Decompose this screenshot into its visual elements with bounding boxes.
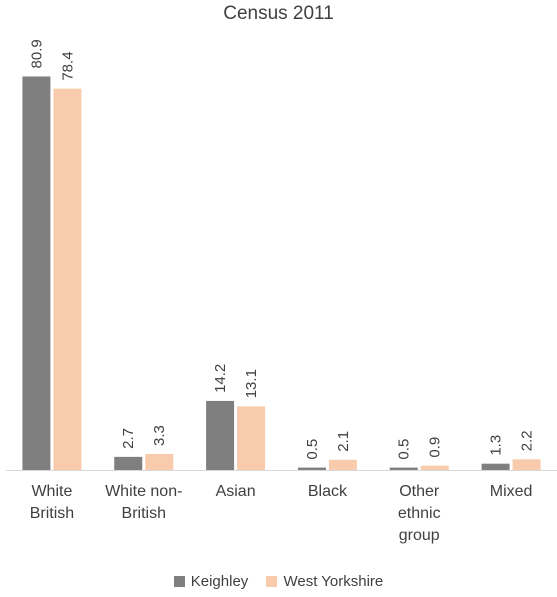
bar-west-yorkshire-4 bbox=[420, 465, 449, 470]
bar-west-yorkshire-3 bbox=[328, 459, 357, 470]
bar-west-yorkshire-1 bbox=[145, 453, 174, 470]
bar-west-yorkshire-0 bbox=[53, 88, 82, 470]
data-label-keighley-5: 1.3 bbox=[488, 435, 505, 456]
x-tick-label-4: Other ethnic group bbox=[398, 483, 441, 544]
legend-label-keighley: Keighley bbox=[190, 573, 249, 590]
bar-keighley-1 bbox=[114, 456, 143, 470]
legend-swatch-keighley bbox=[173, 576, 185, 587]
x-tick-label-3: Black bbox=[308, 483, 348, 500]
data-label-west-yorkshire-5: 2.2 bbox=[519, 430, 536, 451]
bar-keighley-3 bbox=[297, 467, 326, 470]
data-label-west-yorkshire-3: 2.1 bbox=[335, 431, 352, 452]
bar-keighley-0 bbox=[22, 76, 51, 470]
data-label-west-yorkshire-2: 13.1 bbox=[243, 369, 260, 398]
legend-item-west-yorkshire: West Yorkshire bbox=[266, 573, 383, 590]
legend-item-keighley: Keighley bbox=[173, 573, 249, 590]
legend-label-west-yorkshire: West Yorkshire bbox=[283, 573, 384, 590]
x-tick-label-5: Mixed bbox=[490, 483, 533, 500]
x-tick-label-1: White non-British bbox=[105, 483, 182, 522]
data-label-keighley-2: 14.2 bbox=[212, 364, 229, 393]
bar-keighley-5 bbox=[481, 463, 510, 470]
legend: Keighley West Yorkshire bbox=[0, 573, 557, 591]
legend-swatch-west-yorkshire bbox=[266, 576, 278, 587]
data-label-keighley-1: 2.7 bbox=[120, 428, 137, 449]
data-label-west-yorkshire-1: 3.3 bbox=[151, 425, 168, 446]
bar-keighley-2 bbox=[206, 400, 235, 470]
x-tick-label-0: White British bbox=[30, 483, 74, 522]
bar-keighley-4 bbox=[389, 467, 418, 470]
data-label-keighley-4: 0.5 bbox=[396, 439, 413, 460]
bar-west-yorkshire-5 bbox=[512, 459, 541, 470]
data-label-keighley-0: 80.9 bbox=[28, 39, 45, 68]
bar-west-yorkshire-2 bbox=[237, 406, 266, 470]
data-label-west-yorkshire-4: 0.9 bbox=[427, 437, 444, 458]
data-label-keighley-3: 0.5 bbox=[304, 439, 321, 460]
data-label-west-yorkshire-0: 78.4 bbox=[59, 51, 76, 80]
x-tick-label-2: Asian bbox=[216, 483, 256, 500]
chart-title: Census 2011 bbox=[223, 3, 334, 24]
